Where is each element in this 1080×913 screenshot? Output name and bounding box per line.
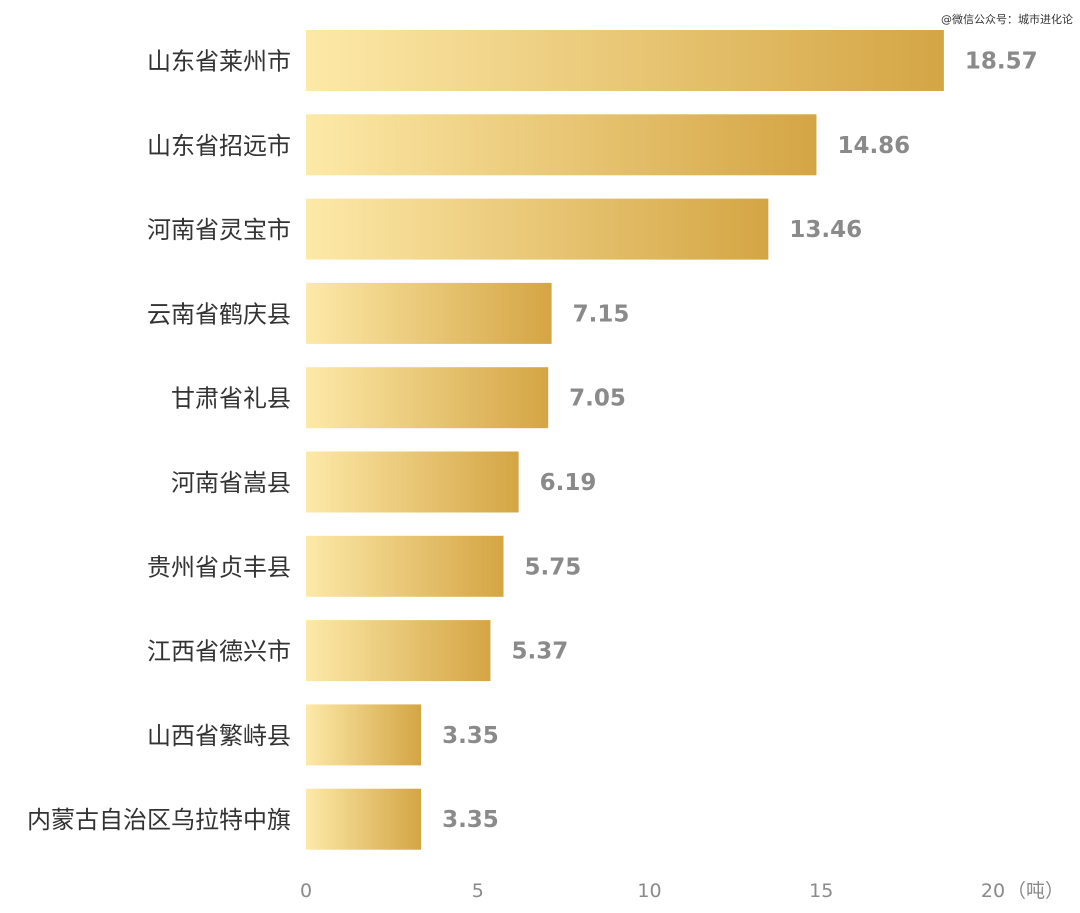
bar <box>306 30 944 91</box>
x-tick-label: 0 <box>300 880 312 902</box>
bar <box>306 788 422 850</box>
category-label: 内蒙古自治区乌拉特中旗 <box>27 806 291 834</box>
bar <box>306 451 519 513</box>
x-tick-label: 15 <box>809 880 833 902</box>
category-label: 江西省德兴市 <box>147 638 291 666</box>
value-label: 5.75 <box>525 554 582 580</box>
value-label: 18.57 <box>965 49 1038 75</box>
category-label: 山东省莱州市 <box>147 48 291 76</box>
value-label: 7.05 <box>569 386 626 412</box>
bar <box>306 198 769 260</box>
bar <box>306 535 504 597</box>
category-label: 云南省鹤庆县 <box>147 300 291 328</box>
value-label: 3.35 <box>442 723 499 749</box>
value-label: 3.35 <box>442 807 499 833</box>
bar <box>306 620 491 682</box>
category-label: 甘肃省礼县 <box>171 385 291 413</box>
value-label: 14.86 <box>837 133 910 159</box>
category-label: 山东省招远市 <box>147 132 291 160</box>
value-label: 7.15 <box>573 301 630 327</box>
category-label: 贵州省贞丰县 <box>147 553 291 581</box>
bars-group: 山东省莱州市 18.57 山东省招远市 14.86 河南省灵宝市 13.46 云南省鹤庆县 7… <box>27 30 1038 850</box>
x-tick-label: 5 <box>472 880 484 902</box>
x-tick-label: 20 <box>981 880 1005 902</box>
x-tick-label: 10 <box>637 880 661 902</box>
bar <box>306 282 552 344</box>
x-axis: 0 5 10 15 20 （吨） <box>300 880 1064 902</box>
category-label: 河南省灵宝市 <box>147 216 291 244</box>
value-label: 5.37 <box>511 639 568 665</box>
category-label: 河南省嵩县 <box>171 469 291 497</box>
bar <box>306 704 422 766</box>
bar <box>306 114 817 176</box>
value-label: 13.46 <box>789 217 862 243</box>
x-unit-label: （吨） <box>1007 880 1064 902</box>
category-label: 山西省繁峙县 <box>147 722 291 750</box>
value-label: 6.19 <box>540 470 597 496</box>
bar <box>306 367 549 429</box>
watermark: @微信公众号：城市进化论 <box>941 12 1073 26</box>
